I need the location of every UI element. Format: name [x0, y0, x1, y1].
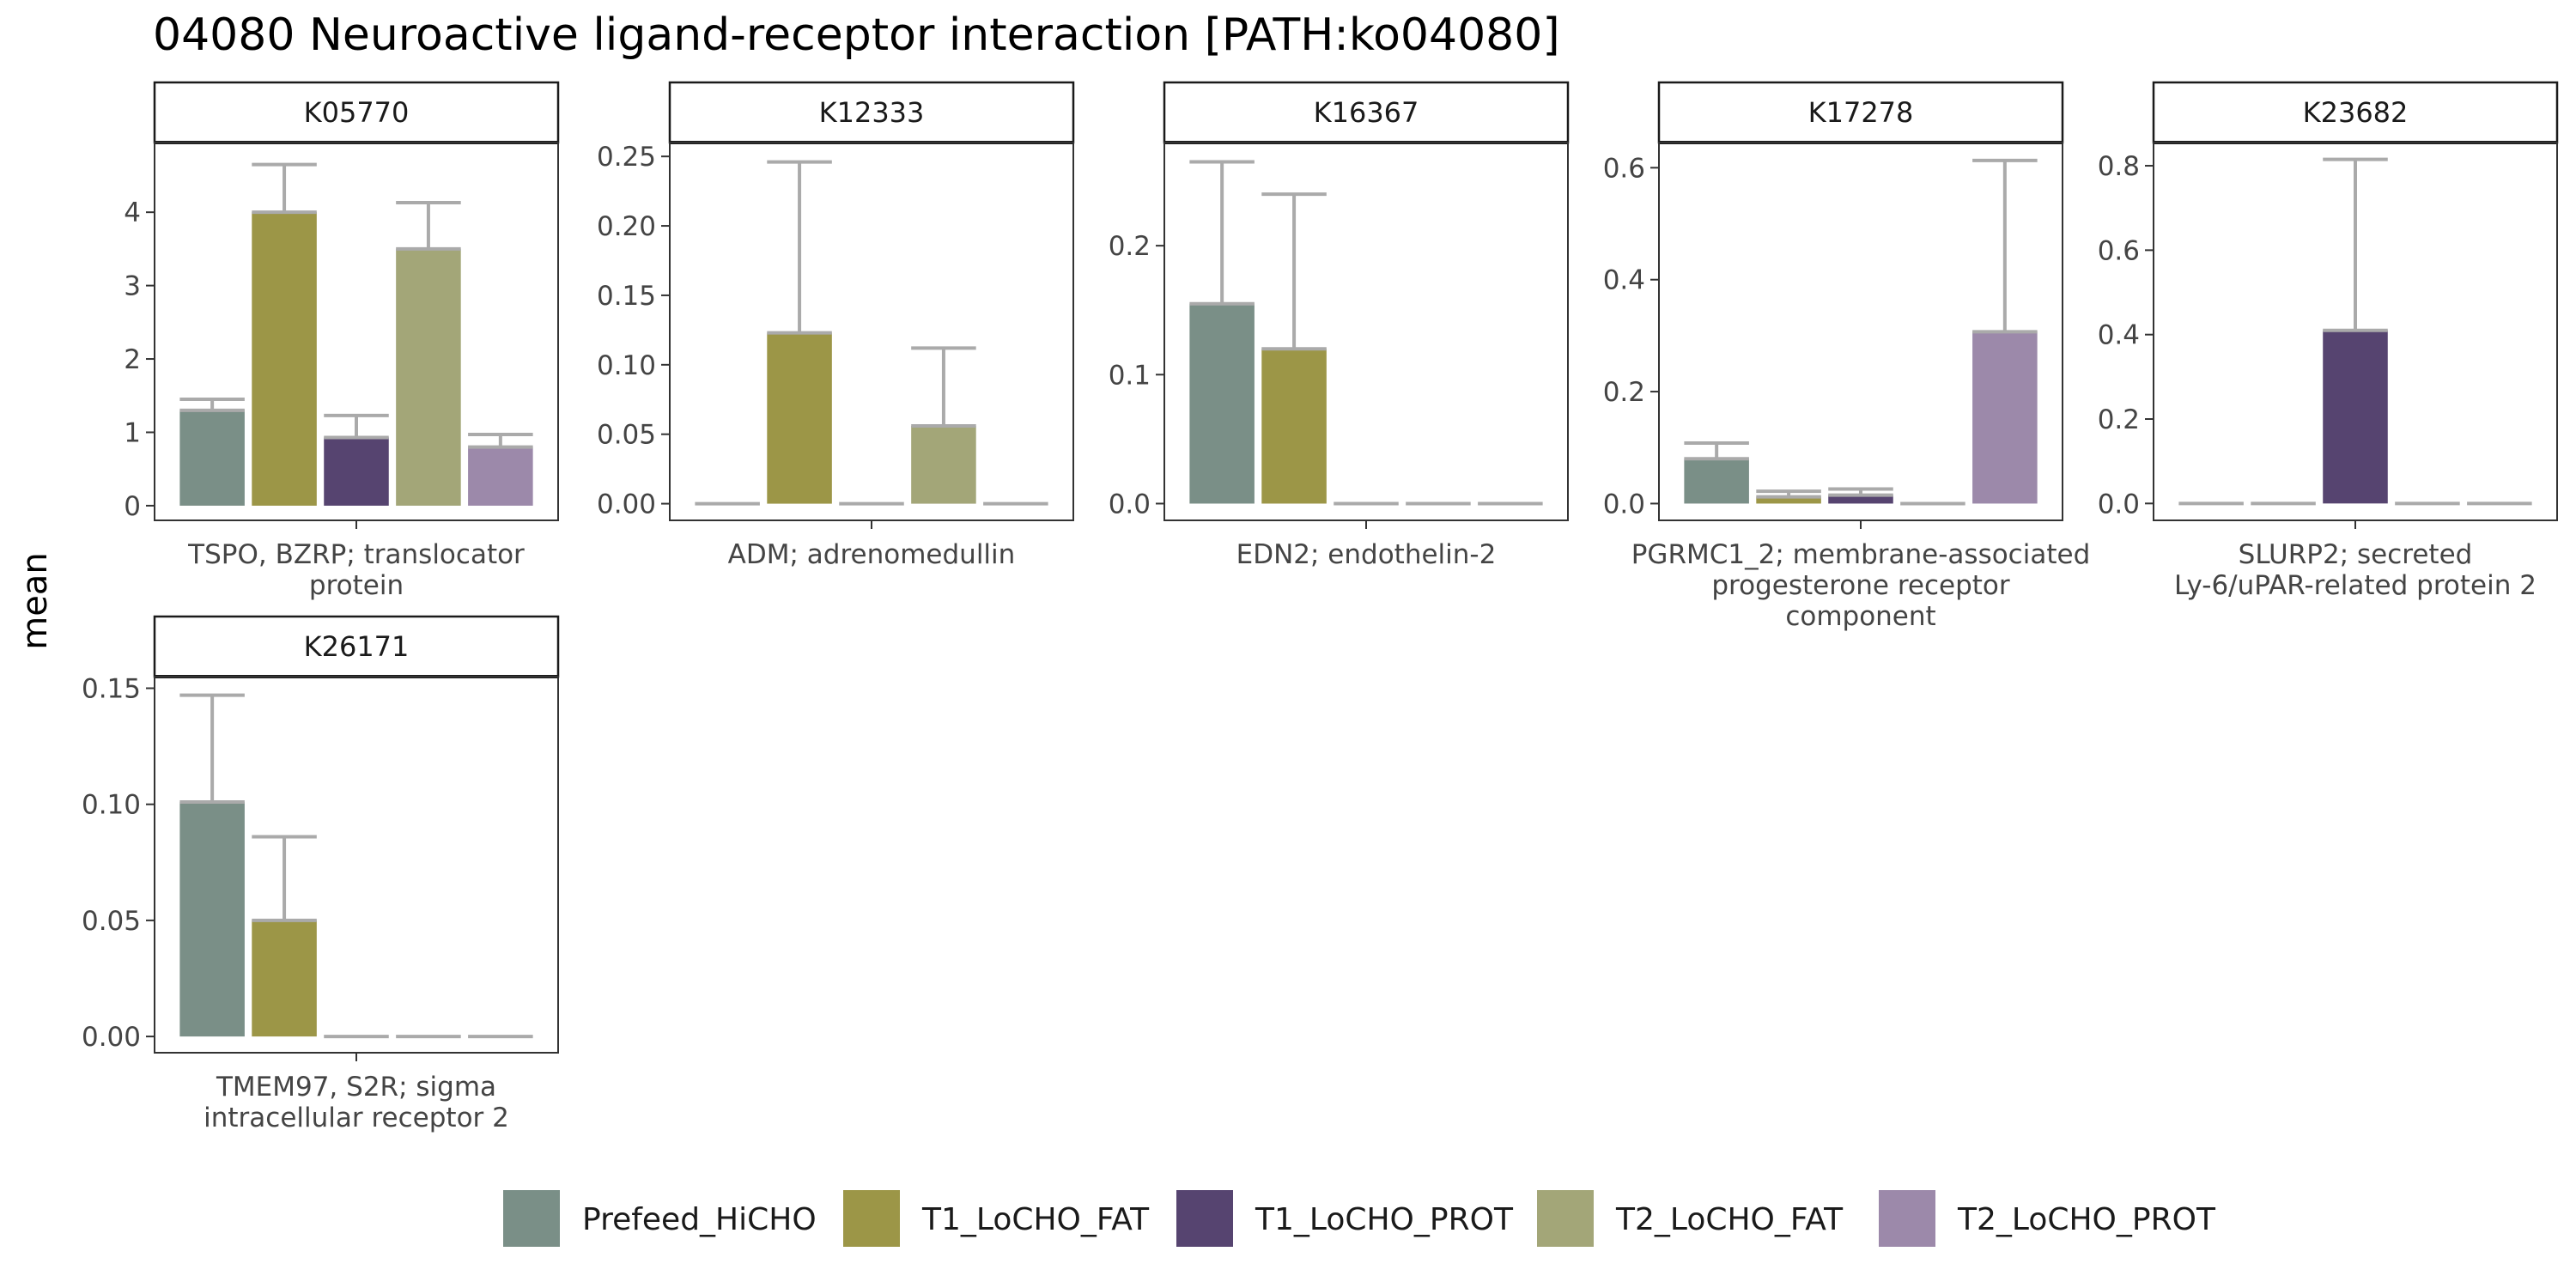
panels: K05770 0 1 2 3 4 TSPO, BZRP; translocatorprote…	[82, 81, 2559, 1133]
legend-item-T2_LoCHO_FAT: T2_LoCHO_FAT	[1537, 1190, 1844, 1247]
legend-swatch	[1879, 1190, 1935, 1247]
x-tick-label: TMEM97, S2R; sigma	[216, 1072, 496, 1103]
y-tick-label: 0.2	[1603, 377, 1645, 408]
bar-Prefeed_HiCHO	[1684, 459, 1749, 504]
y-tick-label: 0.10	[597, 350, 656, 381]
legend-item-T1_LoCHO_FAT: T1_LoCHO_FAT	[843, 1190, 1150, 1247]
bar-T1_LoCHO_FAT	[1756, 496, 1821, 504]
x-tick-label: ADM; adrenomedullin	[728, 539, 1016, 570]
x-tick-label: SLURP2; secreted	[2239, 539, 2473, 570]
y-tick-label: 2	[124, 344, 141, 375]
strip-background	[668, 81, 1075, 144]
y-tick-label: 0.05	[82, 906, 141, 937]
legend: Prefeed_HiCHO T1_LoCHO_FAT T1_LoCHO_PROT T2…	[503, 1190, 2216, 1247]
y-tick-label: 0.25	[597, 142, 656, 173]
legend-label: T1_LoCHO_FAT	[921, 1202, 1150, 1237]
x-tick-label: Ly-6/uPAR-related protein 2	[2174, 570, 2537, 601]
panel-K17278: K17278 0.0 0.2 0.4 0.6 PGRMC1_2; membrane-ass…	[1603, 81, 2091, 632]
strip-background	[153, 81, 560, 144]
y-tick-label: 0.2	[1109, 231, 1151, 262]
y-tick-label: 1	[124, 417, 141, 448]
y-tick-label: 0.00	[82, 1022, 141, 1053]
y-tick-label: 0.1	[1109, 360, 1151, 391]
bar-T1_LoCHO_PROT	[324, 437, 389, 506]
panel-K05770: K05770 0 1 2 3 4 TSPO, BZRP; translocatorprote…	[124, 81, 560, 601]
legend-swatch	[1537, 1190, 1594, 1247]
x-tick-label: TSPO, BZRP; translocator	[187, 539, 525, 570]
y-axis-label: mean	[15, 552, 55, 649]
y-tick-label: 3	[124, 271, 141, 302]
legend-swatch	[503, 1190, 560, 1247]
legend-swatch	[843, 1190, 900, 1247]
y-tick-label: 0.0	[1603, 489, 1645, 519]
bar-T1_LoCHO_FAT	[767, 332, 832, 504]
panel-border	[669, 142, 1074, 521]
x-tick-label: component	[1785, 601, 1935, 632]
y-tick-label: 0.15	[82, 674, 141, 705]
y-tick-label: 0.10	[82, 790, 141, 821]
panel-K16367: K16367 0.0 0.1 0.2 EDN2; endothelin-2	[1109, 81, 1570, 570]
strip-background	[1163, 81, 1570, 144]
x-tick-label: PGRMC1_2; membrane-associated	[1631, 539, 2091, 570]
bar-T1_LoCHO_PROT	[1828, 495, 1893, 504]
x-tick-label: EDN2; endothelin-2	[1236, 539, 1497, 570]
y-tick-label: 0.4	[2098, 320, 2140, 351]
y-tick-label: 4	[124, 197, 141, 228]
legend-item-T1_LoCHO_PROT: T1_LoCHO_PROT	[1176, 1190, 1514, 1247]
strip-label: K05770	[304, 96, 410, 129]
y-tick-label: 0.15	[597, 281, 656, 312]
bar-T1_LoCHO_FAT	[252, 920, 317, 1037]
strip-label: K23682	[2303, 96, 2409, 129]
legend-label: T1_LoCHO_PROT	[1255, 1202, 1514, 1237]
legend-swatch	[1176, 1190, 1233, 1247]
chart-title: 04080 Neuroactive ligand-receptor intera…	[153, 9, 1560, 61]
y-tick-label: 0.0	[2098, 489, 2140, 519]
y-tick-label: 0.2	[2098, 404, 2140, 435]
legend-label: T2_LoCHO_FAT	[1615, 1202, 1844, 1237]
y-tick-label: 0.00	[597, 489, 656, 520]
strip-label: K16367	[1314, 96, 1419, 129]
y-tick-label: 0.4	[1603, 265, 1645, 296]
y-tick-label: 0	[124, 491, 141, 522]
legend-label: Prefeed_HiCHO	[582, 1202, 817, 1237]
strip-label: K17278	[1808, 96, 1914, 129]
bar-T2_LoCHO_PROT	[468, 447, 533, 506]
bar-Prefeed_HiCHO	[1189, 303, 1255, 504]
bar-T2_LoCHO_PROT	[1972, 331, 2038, 504]
bar-T1_LoCHO_FAT	[252, 212, 317, 506]
y-tick-label: 0.20	[597, 211, 656, 242]
legend-item-Prefeed_HiCHO: Prefeed_HiCHO	[503, 1190, 817, 1247]
strip-label: K12333	[819, 96, 925, 129]
x-tick-label: protein	[309, 570, 404, 601]
strip-label: K26171	[304, 630, 410, 663]
bar-T1_LoCHO_PROT	[2323, 330, 2388, 504]
strip-background	[2152, 81, 2559, 144]
bar-T1_LoCHO_FAT	[1261, 349, 1327, 504]
panel-K12333: K12333 0.00 0.05 0.10 0.15 0.20 0.25 ADM; adren…	[597, 81, 1075, 570]
y-tick-label: 0.0	[1109, 489, 1151, 519]
y-tick-label: 0.6	[1603, 153, 1645, 184]
bar-T2_LoCHO_FAT	[396, 248, 461, 506]
panel-K23682: K23682 0.0 0.2 0.4 0.6 0.8 SLURP2; secretedLy-…	[2098, 81, 2559, 601]
y-tick-label: 0.8	[2098, 151, 2140, 182]
x-tick-label: intracellular receptor 2	[204, 1103, 509, 1133]
y-tick-label: 0.6	[2098, 235, 2140, 266]
strip-background	[153, 615, 560, 678]
y-tick-label: 0.05	[597, 420, 656, 451]
strip-background	[1657, 81, 2064, 144]
bar-T2_LoCHO_FAT	[911, 426, 976, 504]
x-tick-label: progesterone receptor	[1711, 570, 2009, 601]
bar-Prefeed_HiCHO	[179, 802, 245, 1037]
panel-K26171: K26171 0.00 0.05 0.10 0.15 TMEM97, S2R; sigma…	[82, 615, 560, 1133]
legend-item-T2_LoCHO_PROT: T2_LoCHO_PROT	[1879, 1190, 2216, 1247]
legend-label: T2_LoCHO_PROT	[1957, 1202, 2216, 1237]
bar-Prefeed_HiCHO	[179, 410, 245, 506]
